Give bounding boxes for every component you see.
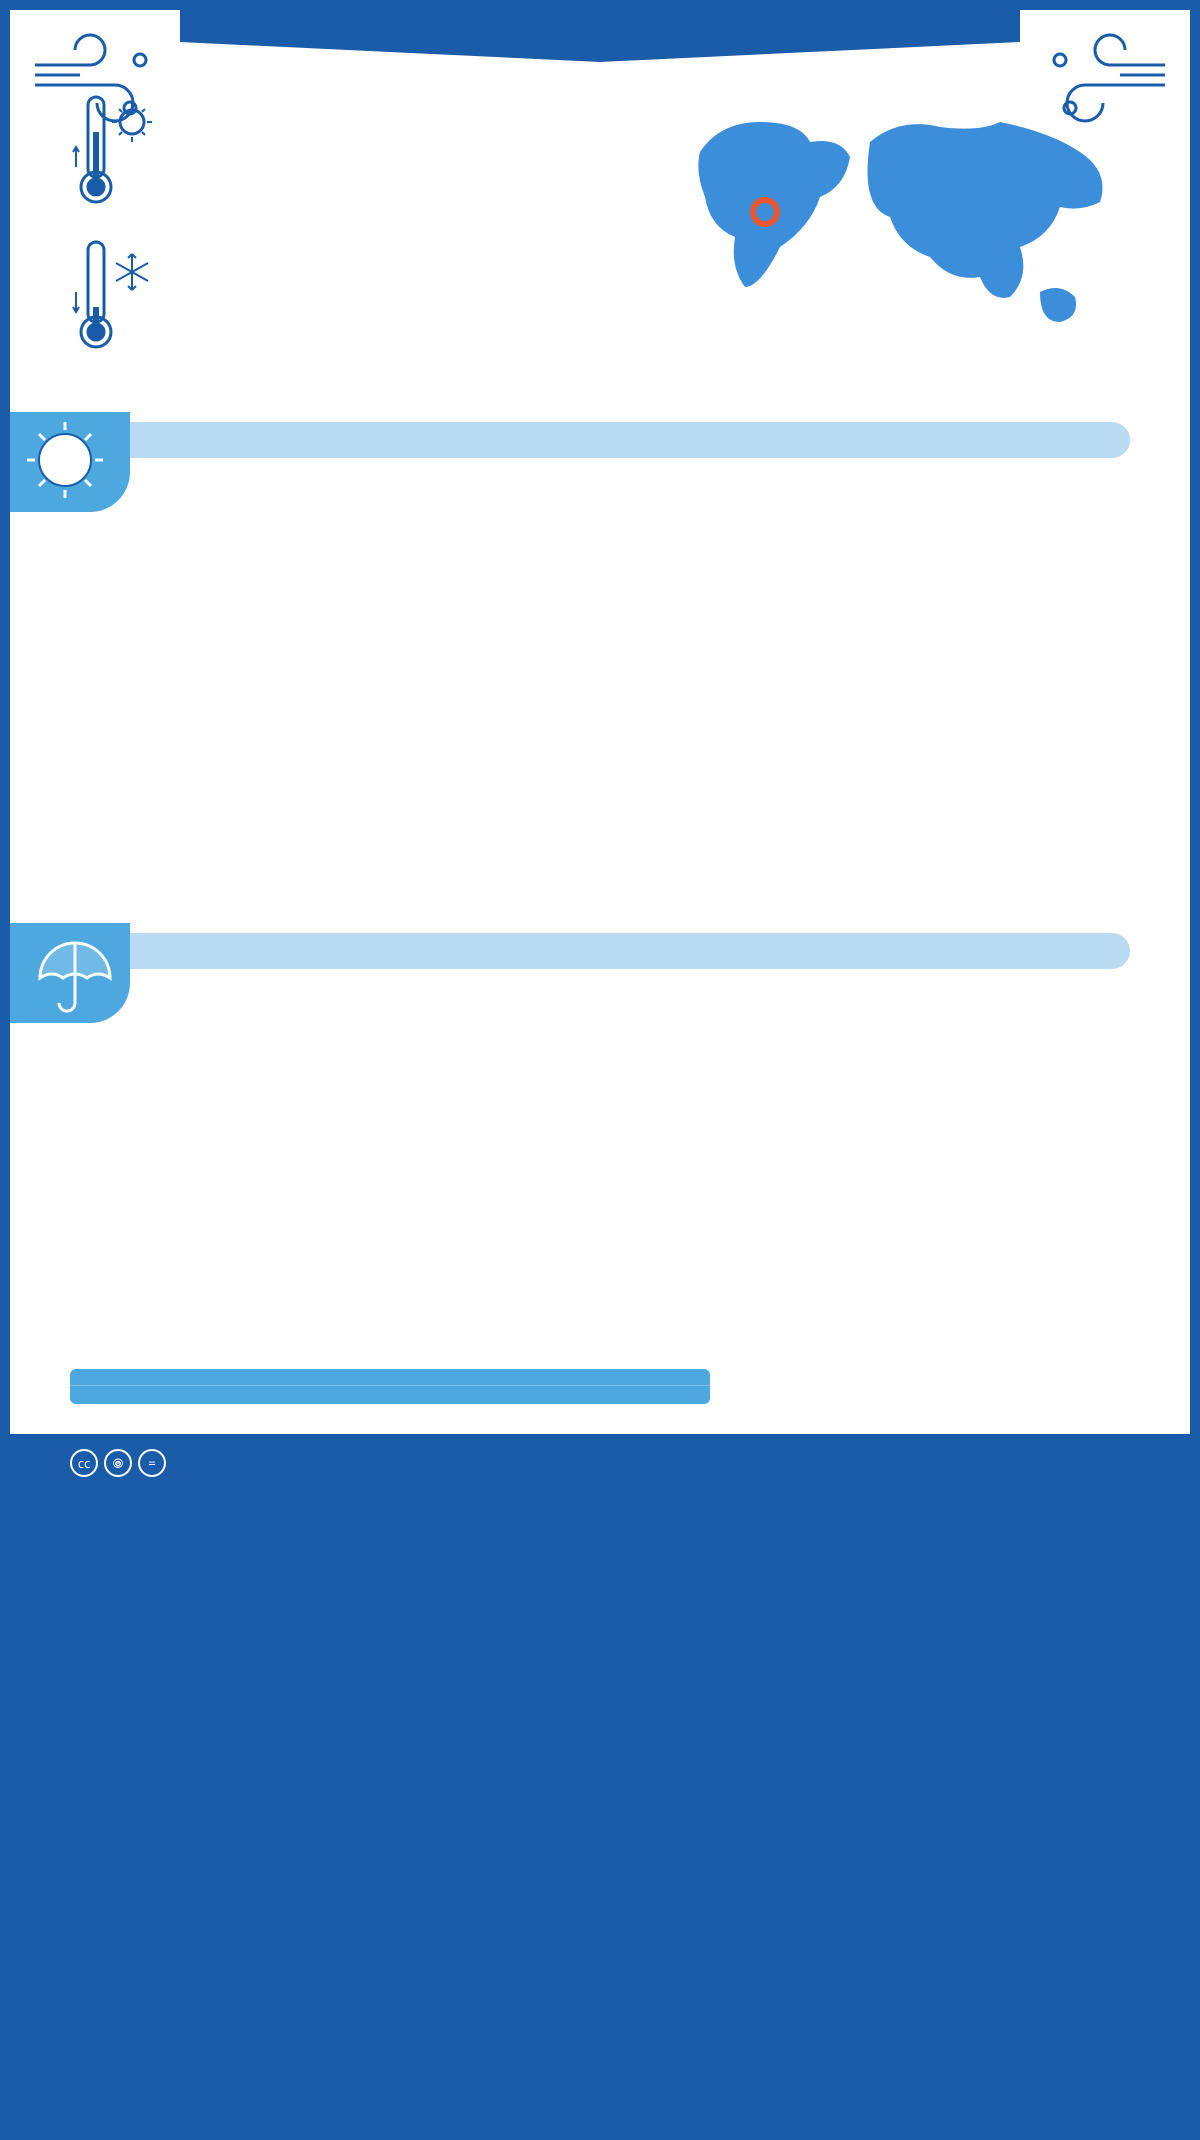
bar-chart <box>78 999 698 1359</box>
section-header-precipitation <box>10 933 1130 969</box>
chance-title <box>70 1369 710 1386</box>
header-band <box>180 10 1020 62</box>
temperature-chart <box>70 488 710 848</box>
sun-icon <box>10 412 130 512</box>
world-map <box>670 92 1130 382</box>
thermometer-cold-icon <box>70 237 160 357</box>
map-icon <box>670 92 1130 352</box>
cc-icon: cc <box>70 1449 98 1477</box>
umbrella-icon <box>10 923 130 1023</box>
precipitation-info <box>750 999 1130 1404</box>
by-icon: 🞋 <box>104 1449 132 1477</box>
header <box>10 10 1190 62</box>
license-block: cc 🞋 = <box>70 1449 182 1477</box>
fact-coldest <box>70 237 630 357</box>
temperature-body <box>10 458 1190 878</box>
temperature-info <box>750 488 1130 848</box>
page: cc 🞋 = <box>10 10 1190 1492</box>
overview-row <box>10 62 1190 402</box>
precipitation-body <box>10 969 1190 1434</box>
section-header-temperature <box>10 422 1130 458</box>
line-chart <box>78 488 698 848</box>
wind-icon <box>30 30 180 130</box>
precipitation-left <box>70 999 710 1404</box>
facts-column <box>70 92 630 382</box>
chance-box <box>70 1369 710 1404</box>
footer: cc 🞋 = <box>10 1434 1190 1492</box>
nd-icon: = <box>138 1449 166 1477</box>
